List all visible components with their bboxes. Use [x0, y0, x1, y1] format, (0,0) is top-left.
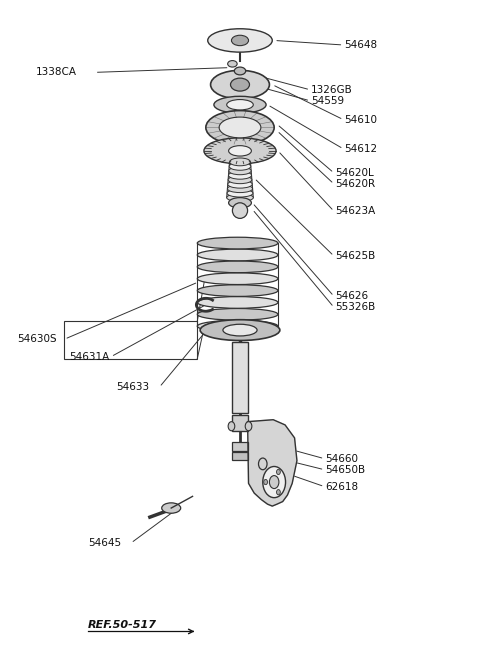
Text: 54650B: 54650B [325, 465, 366, 475]
Ellipse shape [228, 185, 252, 193]
Text: 54623A: 54623A [335, 206, 375, 216]
Ellipse shape [227, 189, 253, 197]
Ellipse shape [214, 96, 266, 113]
Ellipse shape [197, 285, 278, 297]
Text: 54645: 54645 [88, 538, 121, 548]
Circle shape [245, 422, 252, 431]
Text: 54626: 54626 [335, 291, 368, 301]
Ellipse shape [227, 100, 253, 110]
Circle shape [276, 470, 280, 474]
Ellipse shape [229, 158, 251, 166]
Ellipse shape [197, 297, 278, 309]
Text: 54633: 54633 [117, 383, 150, 392]
Ellipse shape [231, 35, 249, 46]
Text: 1338CA: 1338CA [36, 67, 77, 77]
Text: 54648: 54648 [344, 40, 377, 50]
Ellipse shape [211, 70, 269, 99]
Text: REF.50-517: REF.50-517 [88, 620, 157, 630]
Ellipse shape [197, 261, 278, 272]
Ellipse shape [204, 138, 276, 164]
Ellipse shape [228, 176, 252, 183]
Ellipse shape [219, 117, 261, 138]
Text: 54610: 54610 [344, 115, 377, 124]
Text: 1326GB: 1326GB [311, 84, 353, 95]
Ellipse shape [234, 67, 246, 75]
Text: 54612: 54612 [344, 144, 377, 154]
Ellipse shape [197, 237, 278, 249]
Circle shape [228, 422, 235, 431]
Ellipse shape [228, 145, 252, 156]
Text: 54620L: 54620L [335, 168, 373, 178]
Text: 54559: 54559 [311, 96, 344, 106]
Ellipse shape [228, 198, 252, 208]
Ellipse shape [229, 167, 251, 175]
Text: 62618: 62618 [325, 481, 359, 492]
Bar [232, 415, 248, 432]
Ellipse shape [223, 324, 257, 336]
Ellipse shape [227, 194, 253, 202]
Ellipse shape [197, 273, 278, 284]
Polygon shape [248, 420, 297, 506]
Ellipse shape [228, 60, 237, 67]
Text: 54620R: 54620R [335, 179, 375, 189]
Ellipse shape [197, 320, 278, 332]
Circle shape [276, 489, 280, 495]
Text: 54625B: 54625B [335, 251, 375, 261]
Ellipse shape [229, 162, 251, 170]
Ellipse shape [200, 320, 280, 341]
Ellipse shape [197, 309, 278, 320]
Ellipse shape [197, 249, 278, 261]
Ellipse shape [162, 503, 180, 514]
Ellipse shape [208, 29, 272, 52]
Circle shape [269, 476, 279, 489]
Bar [232, 452, 248, 460]
Text: 54631A: 54631A [69, 352, 109, 362]
Text: 54660: 54660 [325, 454, 359, 464]
Circle shape [264, 479, 267, 485]
Text: 54630S: 54630S [17, 334, 57, 344]
Text: 55326B: 55326B [335, 303, 375, 312]
Ellipse shape [232, 203, 248, 218]
Bar [232, 343, 248, 413]
Ellipse shape [228, 180, 252, 188]
Ellipse shape [228, 172, 252, 179]
Circle shape [263, 466, 286, 498]
Ellipse shape [230, 78, 250, 91]
Bar [232, 442, 248, 451]
Ellipse shape [206, 111, 274, 144]
Circle shape [259, 458, 267, 470]
